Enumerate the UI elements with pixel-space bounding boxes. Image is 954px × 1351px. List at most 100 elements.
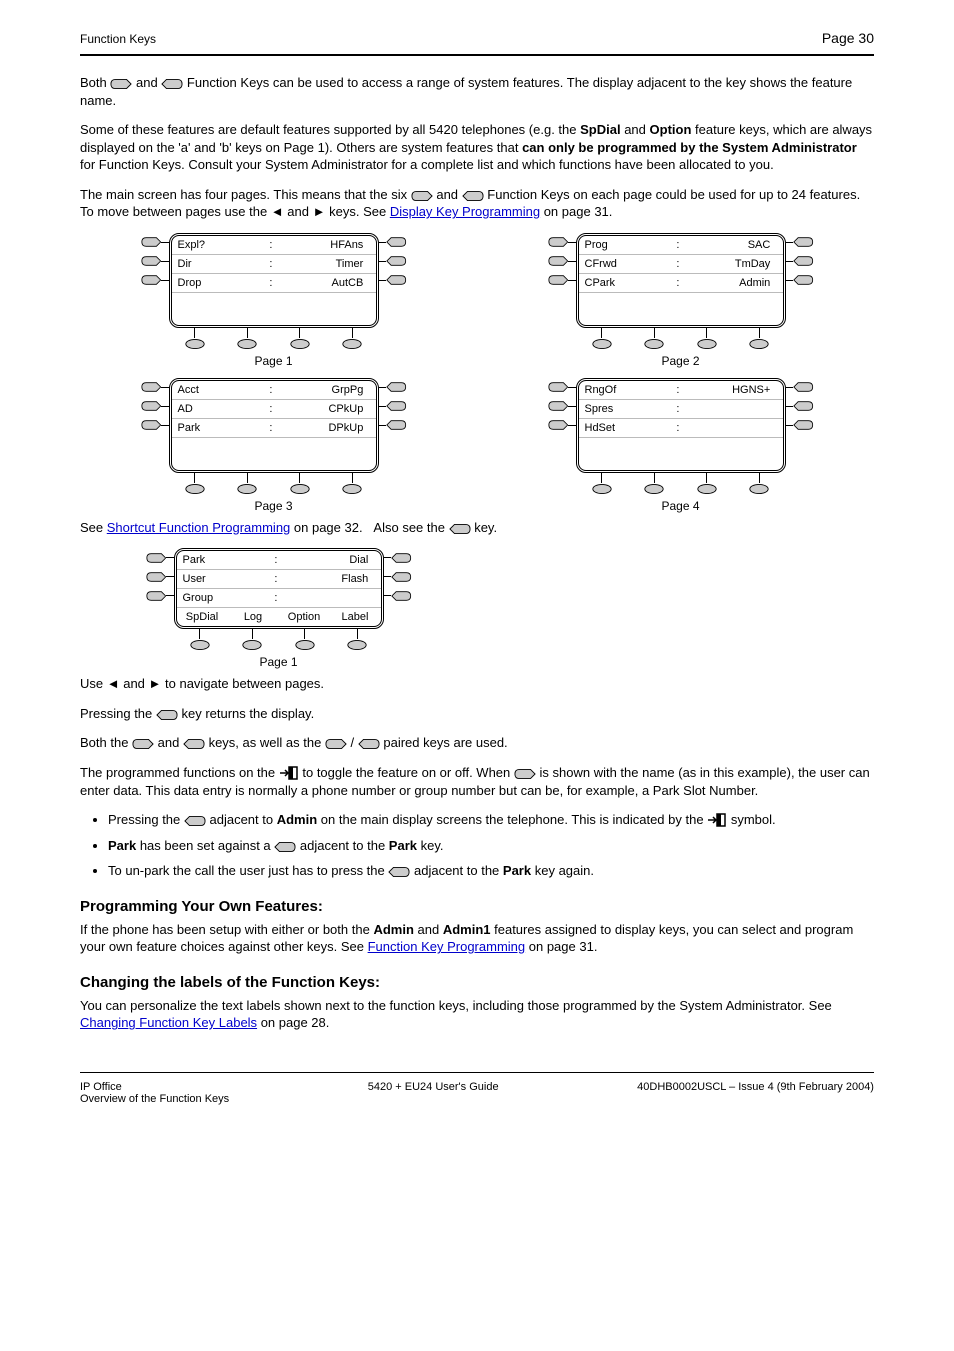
softkey[interactable] [236, 338, 258, 350]
softkey[interactable] [643, 338, 665, 350]
page-block-1: Expl?:HFAns Dir:Timer Drop:AutCB Page 1 [80, 233, 467, 368]
feature-key-right[interactable] [386, 419, 407, 431]
right-key-icon [156, 709, 178, 721]
feature-key-left[interactable] [548, 381, 569, 393]
softkey[interactable] [748, 483, 770, 495]
left-key-icon [110, 78, 132, 90]
feature-key-right[interactable] [793, 419, 814, 431]
footer-right2: Overview of the Function Keys [80, 1093, 229, 1105]
right-key-icon [462, 190, 484, 202]
feature-key-right[interactable] [386, 236, 407, 248]
right-key-icon [161, 78, 183, 90]
feature-key-right[interactable] [793, 400, 814, 412]
page-block-3: Acct:GrpPg AD:CPkUp Park:DPkUp Page 3 [80, 378, 467, 513]
feature-key-right[interactable] [391, 590, 412, 602]
feature-key-right[interactable] [386, 400, 407, 412]
softkey[interactable] [294, 639, 316, 651]
feature-key-left[interactable] [141, 236, 162, 248]
bullet-item-1: Pressing the adjacent to Admin on the ma… [108, 811, 874, 829]
page-header: Function Keys Page 30 [80, 30, 874, 46]
feature-key-right[interactable] [386, 274, 407, 286]
bullet-item-2: Park has been set against a adjacent to … [108, 837, 874, 855]
feature-key-left[interactable] [548, 419, 569, 431]
right-key-icon [358, 738, 380, 750]
feature-key-left[interactable] [146, 552, 167, 564]
feature-key-left[interactable] [141, 419, 162, 431]
feature-key-right[interactable] [386, 381, 407, 393]
right-key-icon [449, 523, 471, 535]
programming-title: Programming Your Own Features: [80, 898, 874, 915]
right-key-icon [184, 815, 206, 827]
header-left: Function Keys [80, 32, 156, 46]
bullet-item-3: To un-park the call the user just has to… [108, 862, 874, 880]
link-change-labels[interactable]: Changing Function Key Labels [80, 1015, 257, 1030]
feature-key-right[interactable] [793, 381, 814, 393]
feature-key-left[interactable] [146, 571, 167, 583]
header-right: Page 30 [822, 30, 874, 46]
softkey[interactable] [341, 338, 363, 350]
right-arrow-icon: ► [313, 204, 326, 219]
feature-key-left[interactable] [548, 236, 569, 248]
mid-p1: See Shortcut Function Programming on pag… [80, 519, 874, 537]
softkey[interactable] [241, 639, 263, 651]
intro-p1: Both and Function Keys can be used to ac… [80, 74, 874, 109]
left-arrow-icon: ◄ [107, 676, 120, 691]
feature-key-left[interactable] [141, 400, 162, 412]
footer-right: 40DHB0002USCL – Issue 4 (9th February 20… [637, 1081, 874, 1093]
feature-key-left[interactable] [141, 274, 162, 286]
softkey[interactable] [346, 639, 368, 651]
page-footer: IP Office Overview of the Function Keys … [80, 1081, 874, 1105]
footer-left: IP Office [80, 1081, 229, 1093]
softkey[interactable] [696, 483, 718, 495]
link-shortcut-func[interactable]: Shortcut Function Programming [107, 520, 291, 535]
left-key-icon [411, 190, 433, 202]
left-arrow-icon: ◄ [271, 204, 284, 219]
softkey[interactable] [748, 338, 770, 350]
softkey[interactable] [696, 338, 718, 350]
feature-key-right[interactable] [793, 255, 814, 267]
feature-key-right[interactable] [386, 255, 407, 267]
divider [80, 54, 874, 56]
exit-icon [707, 812, 727, 828]
softkey[interactable] [236, 483, 258, 495]
feature-key-left[interactable] [548, 400, 569, 412]
softkey[interactable] [184, 483, 206, 495]
softkey[interactable] [591, 483, 613, 495]
feature-key-right[interactable] [391, 571, 412, 583]
feature-key-left[interactable] [141, 381, 162, 393]
softkey[interactable] [289, 338, 311, 350]
feature-key-right[interactable] [793, 236, 814, 248]
right-key-icon [388, 866, 410, 878]
softkey[interactable] [189, 639, 211, 651]
page-block-2: Prog:SAC CFrwd:TmDay CPark:Admin Page 2 [487, 233, 874, 368]
feature-key-left[interactable] [548, 255, 569, 267]
feature-key-right[interactable] [391, 552, 412, 564]
softkey[interactable] [184, 338, 206, 350]
single-page-example: Park:Dial User:Flash Group: SpDial Log O… [80, 548, 874, 669]
right-arrow-icon: ► [149, 676, 162, 691]
right-key-icon [183, 738, 205, 750]
toggle-para: The programmed functions on the to toggl… [80, 764, 874, 799]
left-key-icon [325, 738, 347, 750]
feature-key-right[interactable] [793, 274, 814, 286]
feature-key-left[interactable] [141, 255, 162, 267]
feature-key-left[interactable] [548, 274, 569, 286]
softkey[interactable] [643, 483, 665, 495]
nav-para: Use ◄ and ► to navigate between pages. [80, 675, 874, 693]
link-func-key-prog[interactable]: Function Key Programming [368, 939, 526, 954]
footer-center: 5420 + EU24 User's Guide [368, 1081, 499, 1093]
softkey[interactable] [289, 483, 311, 495]
left-key-icon [514, 768, 536, 780]
page-block-4: RngOf:HGNS+ Spres: HdSet: Page 4 [487, 378, 874, 513]
bullet-list: Pressing the adjacent to Admin on the ma… [108, 811, 874, 880]
softkey[interactable] [341, 483, 363, 495]
left-key-icon [132, 738, 154, 750]
divider [80, 1072, 874, 1073]
right-key-icon [274, 841, 296, 853]
feature-key-left[interactable] [146, 590, 167, 602]
intro-p2: Some of these features are default featu… [80, 121, 874, 174]
nav-para2: Pressing the key returns the display. [80, 705, 874, 723]
programming-para: If the phone has been setup with either … [80, 921, 874, 956]
softkey[interactable] [591, 338, 613, 350]
link-display-key-prog[interactable]: Display Key Programming [390, 204, 540, 219]
